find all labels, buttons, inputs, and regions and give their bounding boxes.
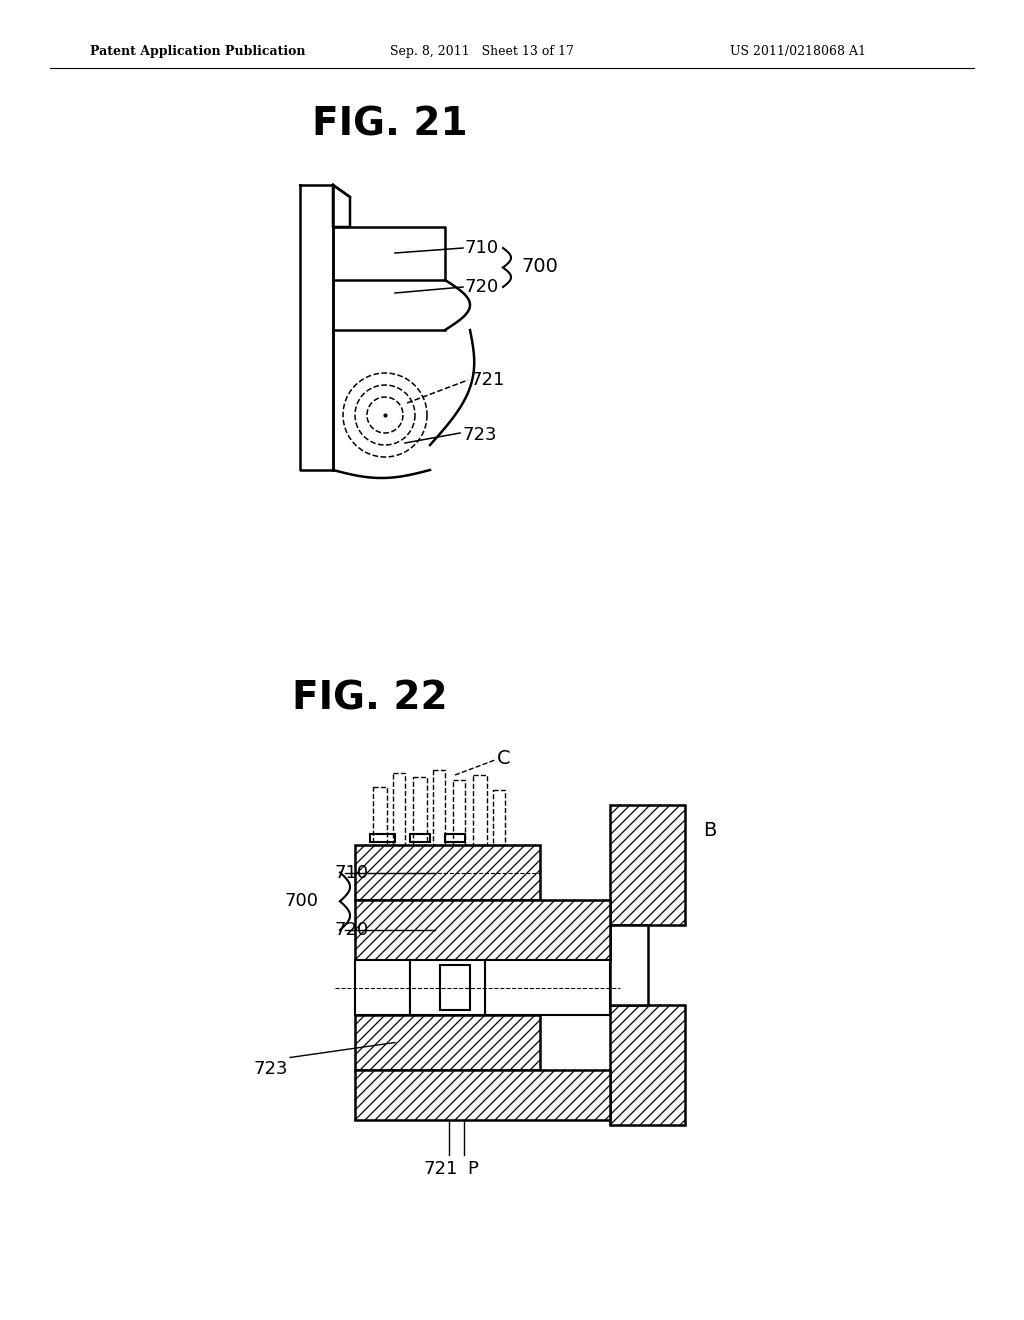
Text: 700: 700 [521,257,558,276]
Text: FIG. 21: FIG. 21 [312,106,468,144]
Text: 721: 721 [424,1160,458,1177]
Text: 700: 700 [285,892,319,911]
Text: US 2011/0218068 A1: US 2011/0218068 A1 [730,45,866,58]
Bar [370,834,395,842]
Bar [453,780,465,845]
Text: 720: 720 [465,279,500,296]
Bar [610,1005,685,1125]
Text: Sep. 8, 2011   Sheet 13 of 17: Sep. 8, 2011 Sheet 13 of 17 [390,45,573,58]
Text: C: C [497,748,511,767]
Text: FIG. 22: FIG. 22 [292,678,447,717]
Bar [413,777,427,845]
Bar [373,787,387,845]
Bar [473,775,487,845]
Text: Patent Application Publication: Patent Application Publication [90,45,305,58]
Text: B: B [703,821,717,840]
Bar [610,805,685,925]
Text: 710: 710 [465,239,499,257]
Bar [355,845,540,900]
Text: 721: 721 [470,371,505,389]
Bar [393,774,406,845]
Text: 720: 720 [335,921,370,939]
Text: 723: 723 [462,426,497,444]
Text: 723: 723 [254,1060,288,1077]
Bar [485,960,610,1015]
Bar [433,770,445,845]
Bar [410,960,485,1015]
Bar [493,789,505,845]
Bar [355,1071,610,1119]
Bar [610,925,648,1005]
Text: P: P [467,1160,478,1177]
Bar [445,834,465,842]
Text: 710: 710 [335,863,369,882]
Bar [355,900,610,960]
Bar [355,960,410,1015]
Bar [410,834,430,842]
Bar [355,1015,540,1071]
Bar [440,965,470,1010]
